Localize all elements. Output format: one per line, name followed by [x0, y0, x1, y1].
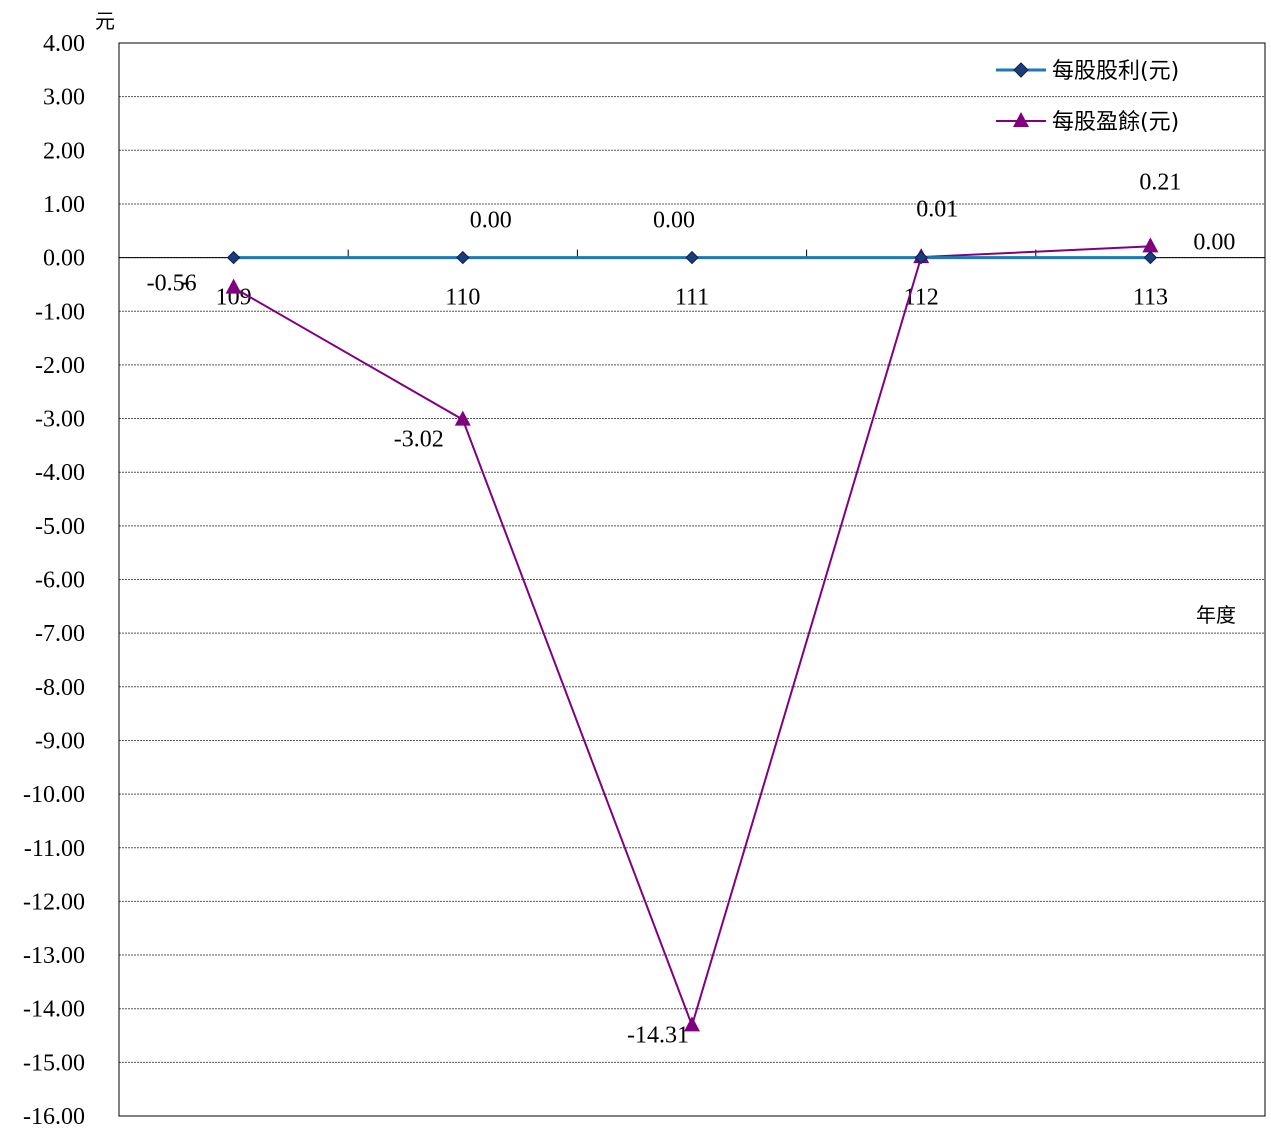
- dividend-data-label: -: [182, 270, 190, 296]
- dividend-point-diamond: [914, 250, 928, 265]
- y-tick-label: -14.00: [23, 997, 85, 1023]
- eps-point-triangle: [1142, 237, 1159, 253]
- y-tick-label: -13.00: [23, 943, 85, 969]
- y-tick-label: -7.00: [35, 621, 85, 647]
- dividend-point-diamond: [456, 250, 470, 265]
- y-tick-label: -12.00: [23, 889, 85, 915]
- y-tick-label: -10.00: [23, 782, 85, 808]
- eps-point-triangle: [225, 278, 242, 294]
- plot-frame: [118, 42, 1266, 1117]
- legend-item-eps: 每股盈餘(元): [996, 110, 1179, 135]
- legend-marker-triangle-icon: [1013, 112, 1029, 127]
- dividend-point-diamond: [1143, 250, 1158, 265]
- y-tick-label: -3.00: [35, 407, 85, 433]
- data-labels: - 0.00 0.00 0.01 0.00 -0.56 -3.02 -14.31 0.21: [147, 169, 1236, 1048]
- y-tick-label: 2.00: [43, 138, 85, 164]
- y-tick-label: -2.00: [35, 353, 85, 379]
- y-tick-label: -8.00: [35, 675, 85, 701]
- eps-data-label: 0.21: [1139, 169, 1181, 195]
- y-tick-label: -4.00: [35, 460, 85, 486]
- y-tick-label: -1.00: [35, 299, 85, 325]
- series-layer: [225, 237, 1159, 1032]
- eps-data-label: -0.56: [147, 271, 197, 297]
- y-tick-label: -9.00: [35, 728, 85, 754]
- series-line-eps: [233, 245, 1151, 1029]
- dividend-data-label: 0.00: [653, 208, 695, 234]
- y-axis-unit-label: 元: [95, 9, 115, 33]
- y-tick-label: 4.00: [43, 31, 85, 57]
- eps-data-label: -3.02: [394, 427, 444, 453]
- y-tick-label: 1.00: [43, 192, 85, 218]
- dividend-data-label: 0.01: [916, 197, 958, 223]
- legend-label-eps: 每股盈餘(元): [1052, 110, 1179, 135]
- dividend-data-label: 0.00: [470, 208, 512, 234]
- y-tick-label: 0.00: [43, 246, 85, 272]
- x-tick-label: 111: [675, 285, 709, 311]
- y-tick-label: -6.00: [35, 568, 85, 594]
- x-tick-label: 110: [445, 285, 480, 311]
- legend-label-dividend: 每股股利(元): [1052, 59, 1179, 84]
- dividend-data-label: 0.00: [1193, 230, 1235, 256]
- x-axis-unit-label: 年度: [1196, 603, 1236, 627]
- dividend-point-diamond: [685, 250, 699, 265]
- legend: 每股股利(元) 每股盈餘(元): [996, 59, 1179, 135]
- eps-point-triangle: [684, 1016, 700, 1032]
- eps-data-label: -14.31: [627, 1022, 689, 1048]
- y-axis-tick-labels: 4.00 3.00 2.00 1.00 0.00 -1.00 -2.00 -3.00 -4.00…: [23, 31, 85, 1128]
- y-tick-label: -5.00: [35, 514, 85, 540]
- y-tick-label: -11.00: [24, 836, 85, 862]
- legend-item-dividend: 每股股利(元): [996, 59, 1179, 84]
- y-tick-label: 3.00: [43, 85, 85, 111]
- x-tick-label: 113: [1133, 285, 1168, 311]
- eps-point-triangle: [454, 410, 471, 426]
- y-tick-label: -15.00: [23, 1050, 85, 1076]
- y-tick-label: -16.00: [23, 1104, 85, 1128]
- gridlines: [119, 96, 1265, 1063]
- legend-marker-diamond-icon: [1013, 62, 1029, 78]
- dividend-point-diamond: [226, 250, 241, 265]
